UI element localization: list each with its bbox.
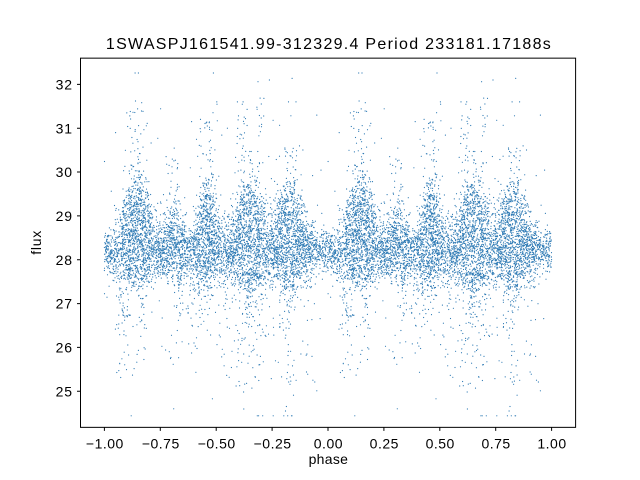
svg-text:−0.75: −0.75 <box>142 436 180 452</box>
svg-text:−0.25: −0.25 <box>254 436 292 452</box>
svg-text:0.00: 0.00 <box>314 436 343 452</box>
svg-text:29: 29 <box>56 208 73 224</box>
svg-text:26: 26 <box>56 340 73 356</box>
svg-text:0.25: 0.25 <box>370 436 399 452</box>
svg-text:1SWASPJ161541.99-312329.4 Peri: 1SWASPJ161541.99-312329.4 Period 233181.… <box>106 36 552 53</box>
svg-text:−1.00: −1.00 <box>86 436 124 452</box>
svg-text:phase: phase <box>309 451 349 467</box>
svg-text:0.75: 0.75 <box>481 436 510 452</box>
svg-text:31: 31 <box>56 120 73 136</box>
svg-text:flux: flux <box>28 230 44 255</box>
svg-text:32: 32 <box>56 77 73 93</box>
svg-text:−0.50: −0.50 <box>198 436 236 452</box>
svg-text:0.50: 0.50 <box>426 436 455 452</box>
svg-text:1.00: 1.00 <box>537 436 566 452</box>
svg-text:27: 27 <box>56 296 73 312</box>
svg-text:25: 25 <box>56 383 73 399</box>
svg-text:28: 28 <box>56 252 73 268</box>
svg-text:30: 30 <box>56 164 73 180</box>
